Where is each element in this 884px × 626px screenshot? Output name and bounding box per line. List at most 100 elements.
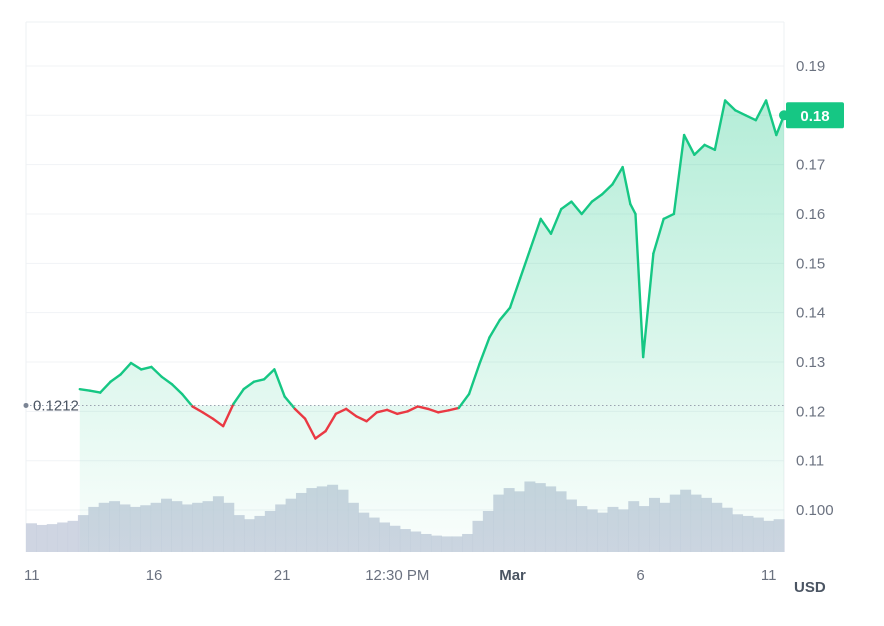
price-segment [273, 368, 286, 398]
y-tick-label: 0.100 [796, 502, 834, 519]
price-segment [211, 417, 225, 428]
volume-bar [67, 520, 79, 552]
price-segment [396, 410, 409, 416]
price-segment [437, 409, 450, 414]
price-segment [99, 380, 112, 394]
price-segment [641, 252, 655, 359]
price-segment [560, 200, 573, 211]
x-tick-label: 11 [761, 567, 777, 584]
price-segment [713, 99, 727, 152]
price-segment [621, 165, 632, 206]
price-segment [539, 217, 553, 235]
x-tick-label: 6 [636, 567, 644, 584]
price-segment [201, 411, 215, 420]
price-segment [365, 411, 379, 423]
price-segment [242, 380, 256, 391]
price-segment [570, 200, 583, 216]
currency-unit-label: USD [794, 579, 826, 596]
price-segment [160, 375, 174, 386]
price-segment [170, 383, 184, 396]
price-segment [549, 207, 563, 235]
price-segment [109, 373, 122, 383]
price-segment [703, 143, 717, 152]
price-segment [634, 212, 645, 359]
price-segment [129, 361, 143, 371]
price-segment [252, 378, 266, 383]
price-segment [519, 247, 532, 280]
y-tick-label: 0.15 [796, 255, 825, 272]
y-tick-label: 0.13 [796, 354, 825, 371]
price-segment [580, 200, 594, 216]
price-segment [734, 109, 747, 117]
volume-bar [57, 522, 69, 552]
price-segment [629, 202, 637, 216]
volume-bar [46, 524, 58, 552]
price-segment [385, 408, 399, 416]
y-tick-label: 0.12 [796, 403, 825, 420]
price-segment [682, 133, 696, 156]
price-segment [150, 365, 163, 379]
price-segment [334, 407, 348, 416]
price-area [79, 100, 784, 552]
price-segment [406, 405, 420, 413]
price-labels: 0.18 0.1212 [23, 102, 844, 414]
price-segment [652, 217, 665, 255]
price-segment [221, 402, 235, 428]
opening-price-marker [23, 402, 29, 408]
price-segment [303, 417, 317, 440]
price-segment [467, 363, 481, 396]
current-price-badge [786, 102, 844, 129]
x-tick-label: 11 [24, 567, 40, 584]
price-segment [232, 387, 245, 406]
price-segment [744, 114, 758, 122]
x-tick-label: Mar [499, 567, 526, 584]
price-line [26, 99, 789, 440]
x-tick-label: 21 [274, 567, 291, 584]
price-segment [416, 405, 430, 411]
y-tick-label: 0.11 [796, 453, 824, 470]
price-segment [355, 415, 368, 423]
price-segment [283, 395, 297, 411]
volume-bar [36, 524, 48, 552]
price-segment [508, 276, 522, 309]
price-segment [600, 183, 614, 196]
price-segment [344, 407, 358, 418]
price-segment [754, 99, 768, 122]
price-segment [590, 193, 604, 203]
price-segment [764, 99, 778, 137]
price-segment [181, 392, 194, 408]
x-tick-label: 16 [146, 567, 163, 584]
x-tick-label: 12:30 PM [365, 567, 429, 584]
y-tick-label: 0.14 [796, 305, 825, 322]
price-segment [426, 407, 440, 414]
opening-price-label: 0.1212 [33, 397, 79, 414]
volume-bar [26, 523, 37, 552]
current-price-label: 0.18 [800, 108, 829, 125]
y-tick-label: 0.17 [796, 157, 825, 174]
price-segment [78, 387, 92, 392]
y-tick-label: 0.19 [796, 58, 825, 75]
y-tick-label: 0.16 [796, 206, 825, 223]
price-segment [662, 212, 676, 221]
price-segment [529, 217, 542, 250]
price-segment [488, 318, 501, 339]
price-segment [723, 99, 737, 112]
price-segment [375, 408, 389, 414]
price-segment [693, 143, 706, 156]
price-segment [314, 429, 327, 440]
price-area-fill [79, 100, 784, 552]
price-segment [262, 368, 276, 381]
price-segment [478, 336, 491, 366]
price-segment [88, 389, 102, 394]
price-segment [672, 133, 686, 216]
price-segment [324, 412, 338, 433]
price-segment [119, 361, 133, 376]
price-segment [457, 392, 471, 410]
price-segment [140, 365, 153, 371]
price-segment [447, 406, 460, 412]
price-segment [191, 405, 204, 414]
price-segment [293, 407, 307, 420]
x-axis: 11 16 21 12:30 PM Mar 6 11 USD [24, 567, 826, 596]
